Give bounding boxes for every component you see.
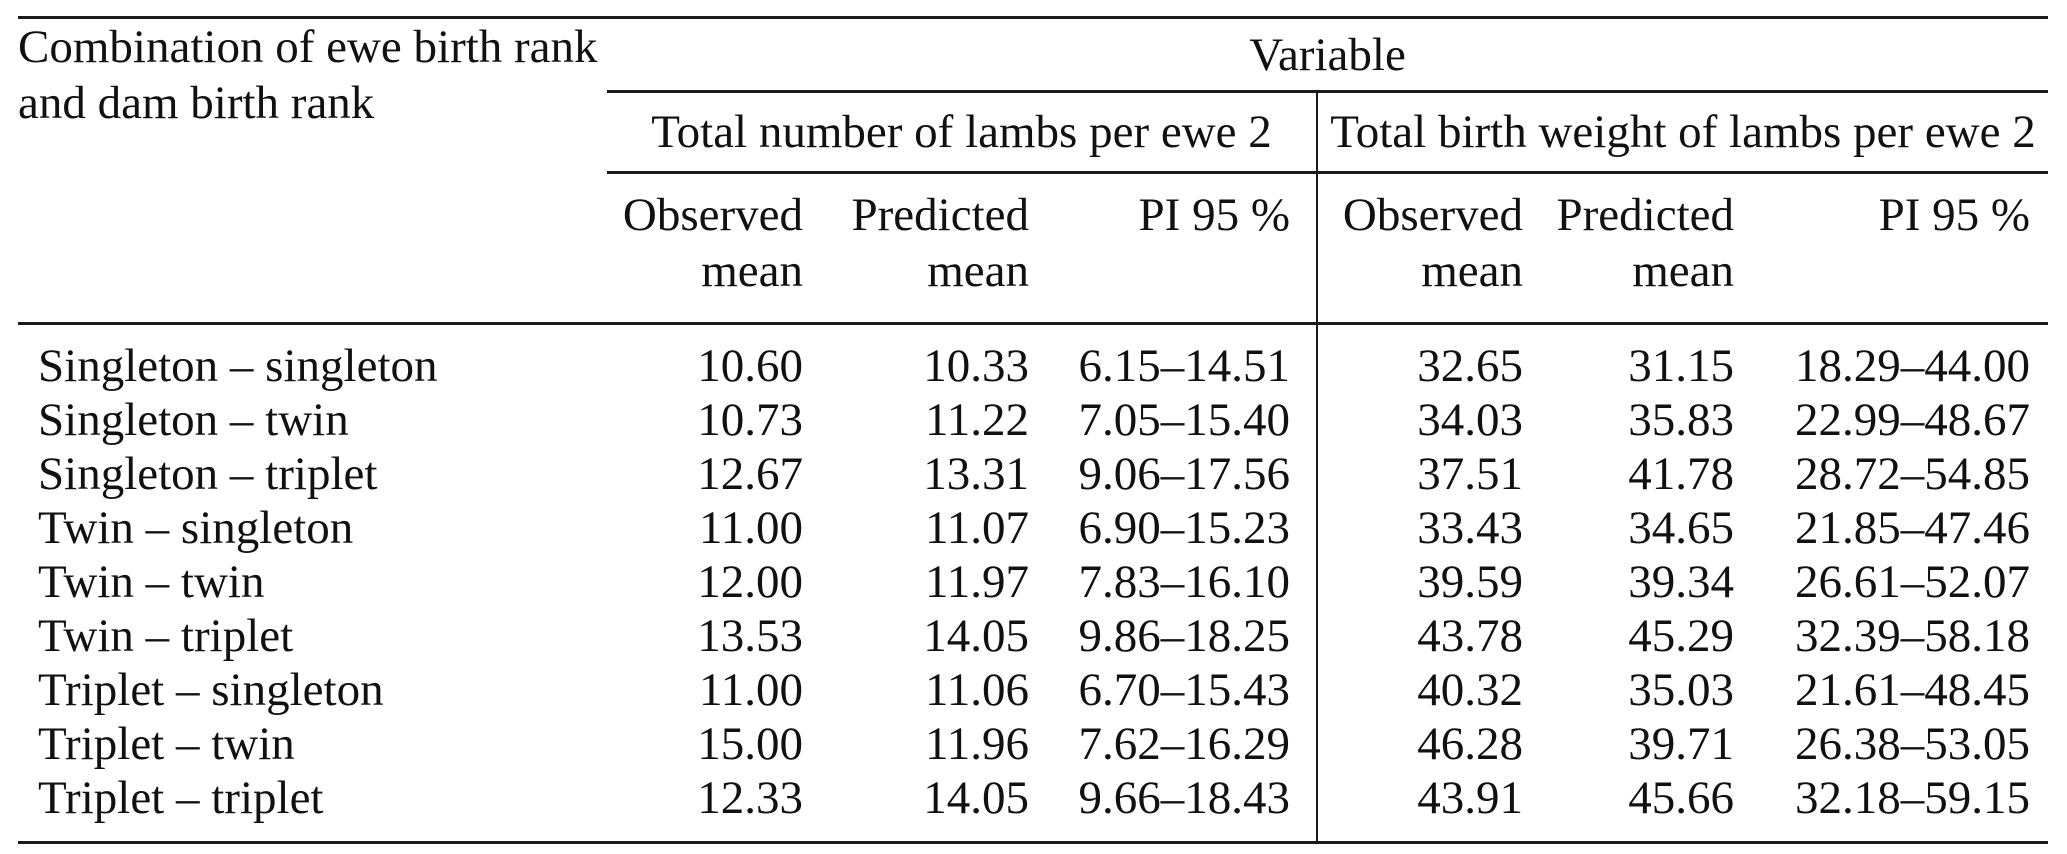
cell-number-pi95: 7.62–16.29 (1033, 717, 1318, 771)
cell-weight-predicted-mean: 45.29 (1628, 610, 1734, 662)
cell-number-predicted-mean: 14.05 (923, 610, 1029, 662)
cell-number-pi95: 7.83–16.10 (1033, 555, 1318, 609)
corner-header: Combination of ewe birth rank and dam bi… (18, 17, 607, 325)
row-label-birth-rank-combination: Singleton – twin (38, 394, 349, 446)
cell-weight-pi95: 21.85–47.46 (1795, 502, 2031, 554)
cell-weight-observed-mean: 34.03 (1417, 394, 1523, 446)
header-row-groups: Total number of lambs per ewe 2 Total bi… (18, 91, 2049, 174)
cell-number-observed-mean: 10.60 (697, 340, 803, 392)
cell-number-predicted-mean: 11.06 (924, 664, 1029, 716)
cell-weight-pi95: 28.72–54.85 (1795, 448, 2031, 500)
cell-number-predicted-mean: 10.33 (923, 340, 1029, 392)
table-row: Twin – singleton 11.00 11.07 6.90–15.23 … (18, 501, 2048, 555)
table-header: Combination of ewe birth rank and dam bi… (18, 17, 2049, 325)
cell-weight-observed-mean: 37.51 (1417, 448, 1523, 500)
cell-weight-predicted-mean: 34.65 (1628, 502, 1734, 554)
column-header-number-predicted-mean: Predicted mean (807, 172, 1033, 325)
cell-number-observed-mean: 13.53 (697, 610, 803, 662)
variable-spanning-header: Variable (607, 17, 2049, 93)
cell-weight-observed-mean: 33.43 (1417, 502, 1523, 554)
cell-number-pi95: 9.86–18.25 (1033, 609, 1318, 663)
cell-number-observed-mean: 10.73 (697, 394, 803, 446)
cell-number-pi95: 7.05–15.40 (1033, 393, 1318, 447)
cell-weight-predicted-mean: 39.34 (1628, 556, 1734, 608)
cell-number-pi95: 9.06–17.56 (1033, 447, 1318, 501)
column-header-number-pi95: PI 95 % (1033, 172, 1318, 325)
table-row: Twin – triplet 13.53 14.05 9.86–18.25 43… (18, 609, 2048, 663)
header-row-columns: Observed mean Predicted mean PI 95 % Obs… (18, 172, 2049, 325)
cell-number-predicted-mean: 11.96 (924, 718, 1029, 770)
cell-weight-pi95: 26.38–53.05 (1795, 718, 2031, 770)
cell-weight-predicted-mean: 45.66 (1628, 772, 1734, 824)
row-label-birth-rank-combination: Twin – triplet (38, 610, 294, 662)
cell-number-observed-mean: 12.33 (697, 772, 803, 824)
cell-weight-observed-mean: 40.32 (1417, 664, 1523, 716)
cell-number-predicted-mean: 14.05 (923, 772, 1029, 824)
row-label-birth-rank-combination: Triplet – singleton (38, 664, 384, 716)
cell-weight-predicted-mean: 35.03 (1628, 664, 1734, 716)
row-label-birth-rank-combination: Triplet – twin (38, 718, 295, 770)
cell-number-observed-mean: 12.67 (697, 448, 803, 500)
cell-weight-pi95: 21.61–48.45 (1795, 664, 2031, 716)
cell-weight-pi95: 22.99–48.67 (1795, 394, 2031, 446)
cell-number-observed-mean: 12.00 (697, 556, 803, 608)
cell-weight-observed-mean: 46.28 (1417, 718, 1523, 770)
row-label-birth-rank-combination: Singleton – singleton (38, 340, 438, 392)
row-label-birth-rank-combination: Triplet – triplet (38, 772, 324, 824)
cell-weight-pi95: 32.18–59.15 (1795, 772, 2031, 824)
cell-number-observed-mean: 11.00 (698, 502, 803, 554)
table-row: Singleton – twin 10.73 11.22 7.05–15.40 … (18, 393, 2048, 447)
cell-number-pi95: 6.70–15.43 (1033, 663, 1318, 717)
cell-number-predicted-mean: 13.31 (923, 448, 1029, 500)
cell-weight-observed-mean: 43.91 (1417, 772, 1523, 824)
cell-weight-observed-mean: 43.78 (1417, 610, 1523, 662)
cell-number-pi95: 9.66–18.43 (1033, 771, 1318, 843)
cell-number-pi95: 6.15–14.51 (1033, 323, 1318, 393)
column-header-weight-predicted-mean: Predicted mean (1527, 172, 1738, 325)
header-row-variable: Combination of ewe birth rank and dam bi… (18, 17, 2049, 325)
cell-number-pi95: 6.90–15.23 (1033, 501, 1318, 555)
cell-weight-predicted-mean: 39.71 (1628, 718, 1734, 770)
cell-number-predicted-mean: 11.97 (924, 556, 1029, 608)
cell-weight-pi95: 26.61–52.07 (1795, 556, 2031, 608)
table-row: Twin – twin 12.00 11.97 7.83–16.10 39.59… (18, 555, 2048, 609)
group-header-total-birth-weight: Total birth weight of lambs per ewe 2 (1317, 91, 2049, 174)
cell-number-observed-mean: 11.00 (698, 664, 803, 716)
cell-weight-pi95: 18.29–44.00 (1795, 340, 2031, 392)
cell-weight-observed-mean: 32.65 (1417, 340, 1523, 392)
row-label-birth-rank-combination: Twin – singleton (38, 502, 354, 554)
cell-weight-predicted-mean: 31.15 (1628, 340, 1734, 392)
column-header-weight-pi95: PI 95 % (1738, 172, 2049, 325)
results-table: Combination of ewe birth rank and dam bi… (18, 16, 2049, 844)
row-label-birth-rank-combination: Singleton – triplet (38, 448, 378, 500)
cell-weight-pi95: 32.39–58.18 (1795, 610, 2031, 662)
column-header-weight-observed-mean: Observed mean (1317, 172, 1527, 325)
table-body: Singleton – singleton 10.60 10.33 6.15–1… (18, 323, 2048, 843)
cell-weight-observed-mean: 39.59 (1417, 556, 1523, 608)
row-label-birth-rank-combination: Twin – twin (38, 556, 265, 608)
cell-number-predicted-mean: 11.07 (924, 502, 1029, 554)
cell-weight-predicted-mean: 41.78 (1628, 448, 1734, 500)
table-row: Triplet – triplet 12.33 14.05 9.66–18.43… (18, 771, 2048, 843)
table-row: Triplet – twin 15.00 11.96 7.62–16.29 46… (18, 717, 2048, 771)
table-row: Triplet – singleton 11.00 11.06 6.70–15.… (18, 663, 2048, 717)
group-header-total-number: Total number of lambs per ewe 2 (607, 91, 1318, 174)
table-row: Singleton – singleton 10.60 10.33 6.15–1… (18, 323, 2048, 393)
cell-weight-predicted-mean: 35.83 (1628, 394, 1734, 446)
cell-number-observed-mean: 15.00 (697, 718, 803, 770)
table-row: Singleton – triplet 12.67 13.31 9.06–17.… (18, 447, 2048, 501)
column-header-number-observed-mean: Observed mean (607, 172, 807, 325)
cell-number-predicted-mean: 11.22 (924, 394, 1029, 446)
